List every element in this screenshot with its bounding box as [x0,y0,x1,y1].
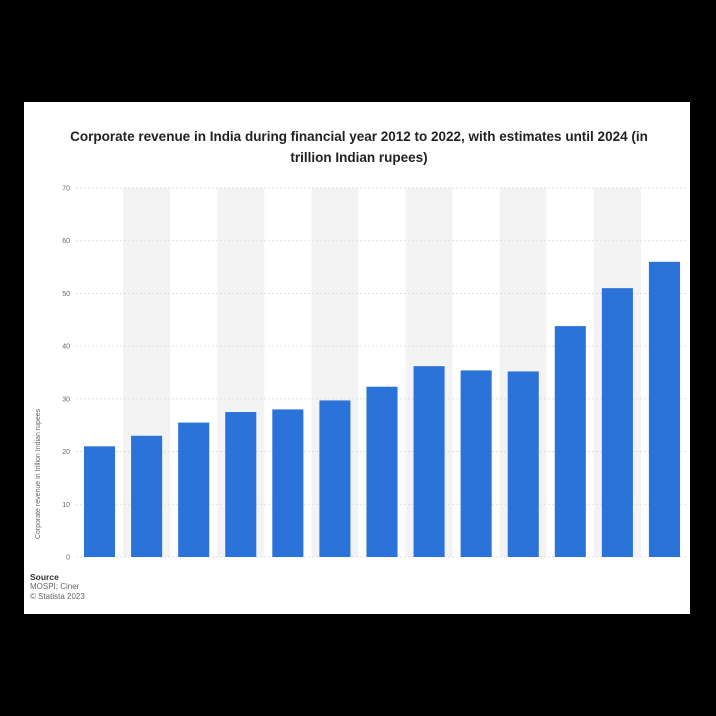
bar [648,261,680,557]
bar [366,386,398,557]
source-text: MOSPI; Ciner [30,582,80,591]
y-tick-label: 40 [62,344,70,351]
y-tick-label: 30 [62,396,70,403]
chart-title: Corporate revenue in India during financ… [70,129,648,165]
chart-plot: 0 10 20 30 40 50 60 70 Corporate revenue in tri… [35,186,688,562]
bar [507,371,539,557]
bar [131,435,163,557]
bar [319,400,351,557]
y-tick-label: 20 [62,449,70,456]
y-tick-label: 10 [62,502,70,509]
bar [460,370,492,557]
y-axis-label: Corporate revenue in trillion Indian rup… [35,408,42,539]
bar [601,288,633,557]
bar [413,366,445,557]
source-heading: Source [30,572,59,582]
copyright-text: © Statista 2023 [30,592,85,601]
y-tick-label: 60 [62,238,70,245]
y-tick-label: 50 [62,291,70,298]
chart-panel: Corporate revenue in India during financ… [24,102,690,614]
bar [225,412,257,557]
bar [554,326,586,557]
bar [178,422,210,557]
y-tick-label: 70 [62,186,70,193]
y-tick-label: 0 [66,555,70,562]
bar [272,409,304,557]
source-block: Source MOSPI; Ciner © Statista 2023 [30,572,85,602]
bar [84,446,116,557]
